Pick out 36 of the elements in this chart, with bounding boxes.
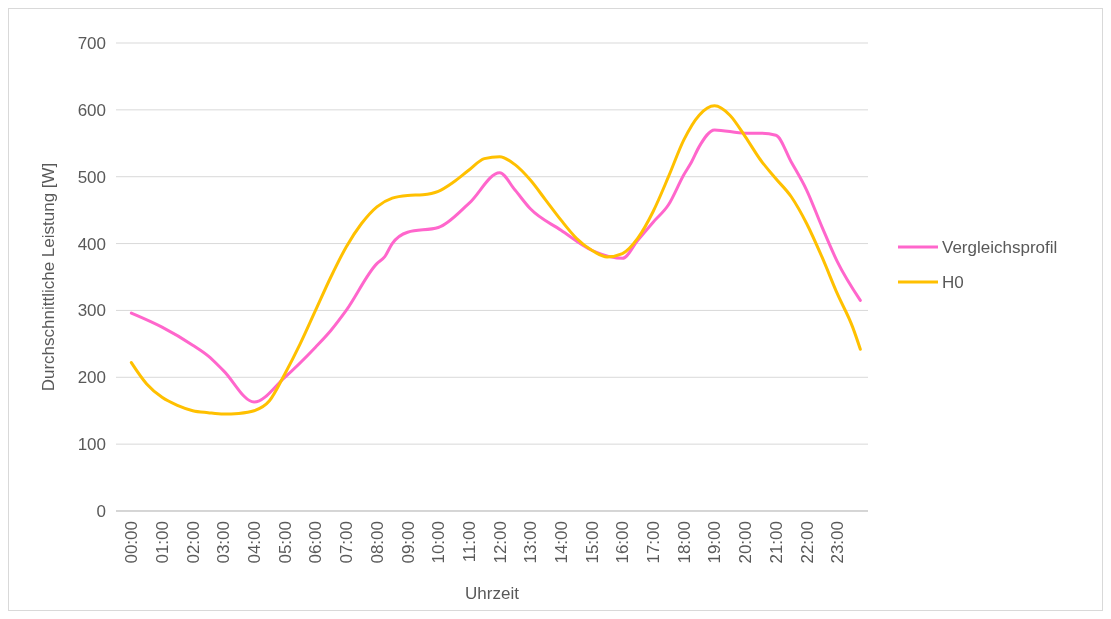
x-tick-label: 17:00 <box>644 521 664 564</box>
x-tick-label: 22:00 <box>797 521 817 564</box>
x-tick-label: 11:00 <box>459 521 479 563</box>
x-tick-label: 08:00 <box>367 521 387 564</box>
x-tick-label: 04:00 <box>245 521 265 564</box>
legend-label: Vergleichsprofil <box>942 237 1058 257</box>
y-axis-title: Durchschnittliche Leistung [W] <box>39 162 58 392</box>
legend-label: H0 <box>942 272 964 292</box>
x-tick-label: 06:00 <box>306 521 326 564</box>
y-tick-label: 600 <box>77 100 106 120</box>
y-tick-label: 100 <box>77 435 106 455</box>
y-tick-label: 700 <box>77 33 106 53</box>
x-tick-label: 18:00 <box>674 521 694 564</box>
x-tick-label: 12:00 <box>490 521 510 564</box>
y-tick-label: 0 <box>96 501 106 521</box>
x-tick-label: 13:00 <box>521 521 541 564</box>
x-tick-label: 07:00 <box>337 521 357 564</box>
x-tick-label: 19:00 <box>705 521 725 564</box>
x-tick-label: 16:00 <box>613 521 633 564</box>
x-tick-label: 05:00 <box>275 521 295 564</box>
y-tick-label: 500 <box>77 167 106 187</box>
x-tick-label: 09:00 <box>398 521 418 564</box>
x-tick-label: 10:00 <box>429 521 449 564</box>
x-tick-label: 02:00 <box>183 521 203 564</box>
x-tick-label: 14:00 <box>552 521 572 564</box>
y-tick-label: 300 <box>77 301 106 321</box>
x-tick-label: 03:00 <box>214 521 234 564</box>
x-tick-label: 01:00 <box>152 521 172 564</box>
x-tick-label: 15:00 <box>582 521 602 564</box>
y-tick-label: 400 <box>77 234 106 254</box>
x-axis-title: Uhrzeit <box>465 584 520 603</box>
x-tick-label: 20:00 <box>736 521 756 564</box>
y-tick-label: 200 <box>77 368 106 388</box>
x-tick-label: 23:00 <box>828 521 848 564</box>
x-tick-label: 21:00 <box>766 521 786 564</box>
x-tick-label: 00:00 <box>122 521 142 564</box>
